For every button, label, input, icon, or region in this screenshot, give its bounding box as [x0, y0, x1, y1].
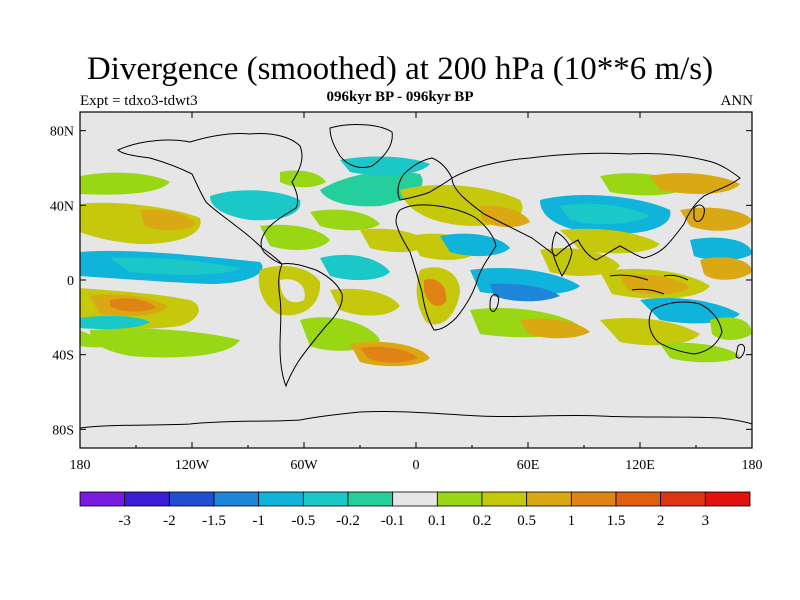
colorbar-swatch — [258, 491, 304, 507]
field-patch — [360, 346, 418, 363]
colorbar-swatch — [660, 491, 706, 507]
colorbar-swatch — [436, 491, 483, 507]
coastline-europe-africa — [397, 157, 453, 201]
field-patch — [680, 207, 752, 231]
colorbar-label: -2 — [163, 513, 176, 529]
colorbar-swatch — [615, 491, 662, 507]
lon-label: 120W — [175, 458, 210, 473]
field-patch — [700, 257, 752, 280]
coastline-antarctica — [80, 410, 752, 429]
coastlines — [80, 124, 752, 429]
colorbar-label: 0.2 — [473, 513, 492, 529]
colorbar-label: -0.5 — [291, 513, 315, 529]
coastline-eurasia — [451, 152, 741, 261]
field-patch — [300, 317, 380, 351]
colorbar-label: -1 — [252, 513, 265, 529]
field-patch — [650, 173, 740, 194]
field-patch — [110, 257, 240, 275]
lon-label: 180 — [742, 458, 763, 473]
field-patch — [80, 315, 150, 330]
field-patch — [560, 228, 660, 254]
colorbar-swatch — [79, 491, 126, 507]
lon-label: 60W — [290, 458, 318, 473]
lat-label: 40N — [50, 199, 74, 214]
colorbar-swatch — [570, 491, 617, 507]
longitude-axis: 180 120W 60W 0 60E 120E 180 — [70, 112, 763, 473]
latitude-axis: 80N 40N 0 40S 80S — [50, 125, 752, 438]
coastline-africa — [395, 204, 497, 331]
field-patch — [490, 283, 560, 302]
field-patch — [280, 170, 326, 188]
colorbar-label: 2 — [657, 513, 665, 529]
field-patch — [320, 254, 390, 281]
divergence-field — [80, 156, 752, 367]
colorbar-swatch — [481, 491, 528, 507]
coastline-south-america — [278, 263, 343, 388]
lat-label: 40S — [52, 349, 74, 364]
colorbar-label: 3 — [702, 513, 710, 529]
coastline-madagascar — [489, 293, 499, 312]
colorbar-swatch — [124, 491, 170, 507]
colorbar-label: -3 — [118, 513, 131, 529]
field-patch — [560, 203, 650, 225]
lon-label: 180 — [70, 458, 91, 473]
coastline-australia — [648, 301, 723, 355]
field-patch — [600, 317, 700, 346]
colorbar-swatch — [302, 491, 349, 507]
field-patch — [360, 228, 430, 253]
coastline-japan — [693, 204, 705, 222]
field-patch — [330, 288, 400, 316]
coastline-new-zealand — [735, 343, 745, 359]
colorbar: -3 -2 -1.5 -1 -0.5 -0.2 -0.1 0.1 0.2 0.5 1 1.5 2 3 — [79, 491, 751, 529]
field-patch — [90, 328, 240, 358]
colorbar-swatch — [213, 491, 260, 507]
colorbar-label: 0.5 — [517, 513, 536, 529]
colorbar-swatch — [347, 491, 394, 507]
field-patch — [140, 209, 196, 231]
field-patch — [210, 190, 301, 221]
field-patch — [710, 317, 752, 340]
coastline-north-america — [117, 133, 303, 265]
colorbar-label: -0.1 — [381, 513, 405, 529]
field-patch — [280, 279, 305, 303]
field-patch — [110, 298, 156, 312]
colorbar-label: -0.2 — [336, 513, 360, 529]
colorbar-label: -1.5 — [202, 513, 226, 529]
plot-title: Divergence (smoothed) at 200 hPa (10**6 … — [86, 51, 714, 87]
field-patch — [540, 247, 620, 276]
field-patch — [260, 224, 330, 250]
field-patch — [310, 209, 380, 231]
lat-label: 0 — [67, 274, 74, 289]
field-patch — [690, 237, 752, 261]
colorbar-swatch — [526, 491, 572, 507]
field-patch — [480, 205, 530, 228]
coastline-indonesia — [609, 274, 689, 295]
field-patch — [80, 172, 170, 195]
colorbar-label: 1 — [568, 513, 576, 529]
colorbar-swatch — [392, 491, 438, 507]
colorbar-label: 0.1 — [428, 513, 447, 529]
field-patch — [80, 330, 120, 348]
subtitle-label: 096kyr BP - 096kyr BP — [326, 89, 474, 105]
lon-label: 0 — [413, 458, 420, 473]
experiment-label: Expt = tdxo3-tdwt3 — [80, 93, 198, 109]
lat-label: 80N — [50, 125, 74, 140]
coastline-greenland — [329, 124, 393, 169]
field-patch — [520, 318, 590, 339]
lon-label: 60E — [517, 458, 540, 473]
field-patch — [320, 171, 423, 207]
coastline-india — [551, 231, 573, 277]
lon-label: 120E — [625, 458, 655, 473]
field-patch — [440, 233, 510, 257]
colorbar-swatch — [704, 491, 751, 507]
colorbar-swatch — [168, 491, 215, 507]
colorbar-label: 1.5 — [607, 513, 626, 529]
season-label: ANN — [720, 93, 754, 109]
field-patch — [424, 279, 447, 306]
lat-label: 80S — [52, 423, 74, 438]
